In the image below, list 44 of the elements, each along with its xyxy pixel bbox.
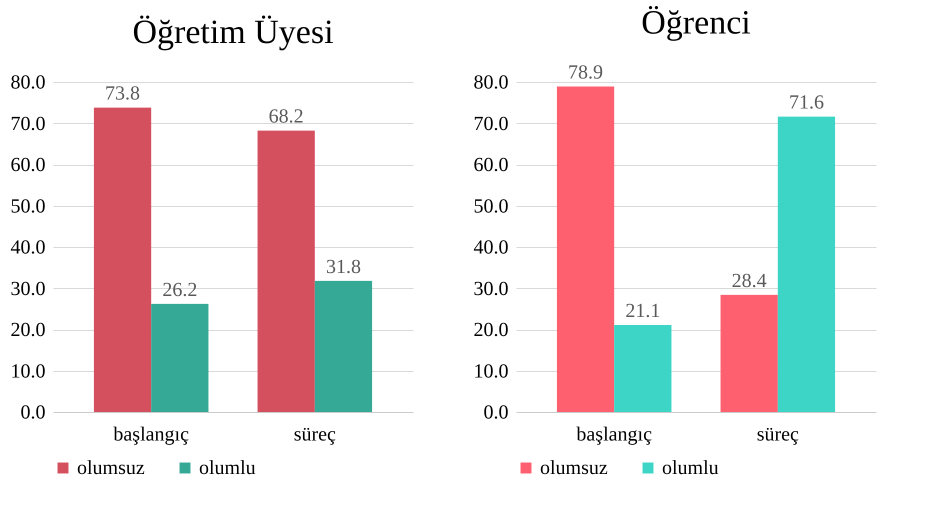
y-tick-label: 30.0 bbox=[10, 278, 46, 300]
y-tick-label: 10.0 bbox=[474, 360, 508, 382]
y-tick-label: 70.0 bbox=[10, 112, 46, 135]
y-tick-label: 40.0 bbox=[10, 236, 46, 258]
bar bbox=[94, 108, 152, 412]
y-tick-label: 50.0 bbox=[10, 195, 46, 218]
data-label: 73.8 bbox=[105, 82, 140, 105]
data-label: 31.8 bbox=[326, 256, 361, 278]
legend-label: olumsuz bbox=[77, 457, 145, 479]
y-tick-label: 80.0 bbox=[474, 72, 508, 94]
y-tick-label: 50.0 bbox=[474, 195, 508, 218]
data-label: 26.2 bbox=[162, 278, 198, 301]
data-label: 28.4 bbox=[732, 270, 767, 292]
y-tick-label: 60.0 bbox=[474, 154, 508, 176]
data-label: 21.1 bbox=[625, 300, 660, 322]
chart-title: Öğretim Üyesi bbox=[132, 14, 334, 51]
y-tick-label: 0.0 bbox=[20, 402, 46, 424]
y-tick-label: 30.0 bbox=[474, 278, 508, 300]
y-tick-label: 20.0 bbox=[10, 319, 46, 341]
bar bbox=[614, 324, 672, 412]
y-tick-label: 60.0 bbox=[10, 154, 46, 176]
bar bbox=[778, 116, 836, 412]
data-label: 71.6 bbox=[788, 92, 824, 114]
bar bbox=[720, 294, 778, 412]
legend-label: olumsuz bbox=[540, 457, 608, 479]
x-tick-label: başlangıç bbox=[576, 424, 652, 446]
bar bbox=[151, 304, 208, 412]
legend-label: olumlu bbox=[199, 457, 256, 479]
y-tick-label: 40.0 bbox=[474, 236, 508, 258]
y-tick-label: 70.0 bbox=[474, 112, 508, 135]
bar bbox=[556, 86, 614, 412]
chart-title: Öğrenci bbox=[641, 4, 751, 42]
legend-label: olumlu bbox=[662, 457, 719, 479]
bar bbox=[258, 130, 315, 412]
x-tick-label: başlangıç bbox=[113, 424, 190, 446]
bar bbox=[314, 280, 372, 412]
y-tick-label: 80.0 bbox=[10, 72, 46, 94]
x-tick-label: süreç bbox=[756, 424, 800, 446]
y-tick-label: 10.0 bbox=[10, 360, 46, 382]
x-tick-label: süreç bbox=[294, 424, 336, 446]
data-label: 68.2 bbox=[268, 106, 304, 128]
y-tick-label: 20.0 bbox=[474, 319, 508, 341]
y-tick-label: 0.0 bbox=[484, 402, 508, 424]
data-label: 78.9 bbox=[568, 62, 604, 84]
